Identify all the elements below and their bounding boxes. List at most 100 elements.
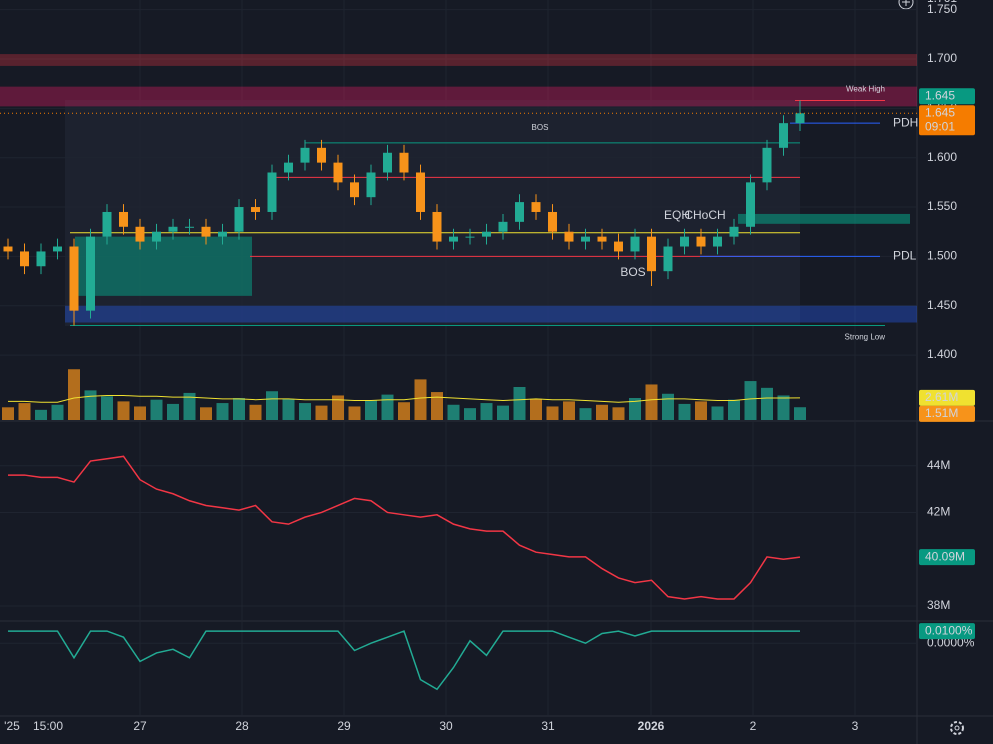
candle-body bbox=[119, 211, 128, 227]
countdown: 09:01 bbox=[925, 119, 955, 133]
candle-body bbox=[548, 211, 557, 232]
candle-body bbox=[581, 236, 590, 242]
volume-bar bbox=[233, 398, 245, 420]
price-tag-label: 40.09M bbox=[925, 549, 965, 563]
zone bbox=[65, 305, 917, 323]
candle-body bbox=[696, 236, 706, 247]
price-tag bbox=[919, 623, 975, 640]
x-tick-label: 15:00 bbox=[33, 719, 63, 733]
settings-button[interactable] bbox=[950, 721, 964, 735]
candle-body bbox=[630, 236, 640, 252]
candle-body bbox=[218, 231, 227, 237]
x-tick-label: 30 bbox=[439, 719, 453, 733]
candle-body bbox=[614, 241, 623, 252]
candle-body bbox=[647, 236, 656, 272]
volume-bar bbox=[332, 395, 344, 420]
candle-body bbox=[482, 231, 491, 237]
volume-bar bbox=[117, 401, 130, 420]
volume-bar bbox=[464, 408, 476, 420]
volume-bar bbox=[183, 392, 196, 420]
x-tick-label: 3 bbox=[852, 719, 859, 733]
candle-body bbox=[432, 211, 442, 242]
candle-body bbox=[201, 226, 211, 237]
volume-bar bbox=[150, 399, 163, 420]
price-tag bbox=[919, 389, 975, 406]
candle-body bbox=[69, 246, 79, 311]
volume-bar bbox=[596, 404, 608, 420]
x-tick-label: 28 bbox=[235, 719, 249, 733]
volume-bar bbox=[777, 395, 790, 420]
price-tag-label: 2.61M bbox=[925, 390, 958, 404]
x-tick-label: 27 bbox=[133, 719, 147, 733]
volume-bar bbox=[579, 408, 592, 420]
candle-body bbox=[317, 147, 326, 163]
candle-body bbox=[465, 236, 475, 238]
series-line bbox=[8, 630, 800, 691]
volume-bar bbox=[612, 407, 625, 420]
volume-bar bbox=[431, 392, 443, 420]
y-tick-label: 1.761 bbox=[927, 0, 957, 5]
volume-bar bbox=[695, 401, 707, 420]
candle-body bbox=[20, 251, 29, 267]
y-tick-label: 1.700 bbox=[927, 51, 957, 65]
x-tick-label: 29 bbox=[337, 719, 351, 733]
candle-body bbox=[86, 236, 95, 311]
candle-body bbox=[53, 246, 62, 252]
volume-bar bbox=[480, 403, 493, 420]
annotation: BOS bbox=[620, 265, 645, 279]
zone bbox=[0, 54, 917, 66]
candle-body bbox=[152, 231, 161, 242]
candle-body bbox=[663, 246, 673, 272]
candle-body bbox=[3, 246, 13, 252]
candle-body bbox=[779, 123, 788, 148]
volume-bar bbox=[711, 406, 724, 420]
x-tick-label: 31 bbox=[541, 719, 555, 733]
level-label: Weak High bbox=[846, 85, 885, 94]
y-tick-label: 1.750 bbox=[927, 2, 957, 16]
y-tick-label: 1.400 bbox=[927, 347, 957, 361]
volume-bar bbox=[728, 399, 740, 420]
volume-bar bbox=[530, 398, 542, 420]
x-tick-label: 2 bbox=[750, 719, 757, 733]
volume-bar bbox=[546, 406, 559, 420]
candle-body bbox=[713, 236, 722, 247]
volume-bar bbox=[414, 379, 427, 420]
volume-bar bbox=[51, 404, 64, 420]
volume-bar bbox=[348, 406, 361, 420]
candle-body bbox=[564, 231, 574, 242]
volume-bar bbox=[249, 404, 262, 420]
volume-bar bbox=[35, 409, 47, 420]
series-line bbox=[8, 455, 801, 600]
price-tag bbox=[919, 405, 975, 422]
candle-body bbox=[234, 207, 244, 232]
price-tag-label: 1.645 bbox=[925, 88, 955, 102]
volume-bar bbox=[398, 402, 410, 420]
candle-body bbox=[333, 162, 343, 183]
volume-bar bbox=[134, 406, 146, 420]
price-tag bbox=[919, 88, 975, 105]
volume-bar bbox=[645, 384, 658, 420]
candle-body bbox=[515, 202, 524, 222]
volume-bar bbox=[167, 403, 179, 420]
candle-body bbox=[383, 152, 392, 173]
y-tick-label: 44M bbox=[927, 458, 950, 472]
candle-body bbox=[300, 147, 310, 163]
zone bbox=[738, 213, 910, 224]
level-label: BOS bbox=[532, 123, 549, 132]
volume-bar bbox=[678, 403, 691, 420]
y-tick-label: 1.600 bbox=[927, 150, 957, 164]
volume-bar bbox=[18, 403, 31, 420]
price-tag-label: 1.51M bbox=[925, 406, 958, 420]
volume-bar bbox=[68, 369, 80, 420]
candle-body bbox=[416, 172, 425, 212]
candle-body bbox=[251, 207, 260, 212]
volume-bar bbox=[266, 391, 278, 420]
candle-body bbox=[498, 221, 508, 232]
volume-ma bbox=[8, 394, 801, 403]
level-label: Strong Low bbox=[845, 333, 886, 342]
y-tick-label: 1.500 bbox=[927, 249, 957, 263]
add-button[interactable] bbox=[898, 0, 914, 10]
